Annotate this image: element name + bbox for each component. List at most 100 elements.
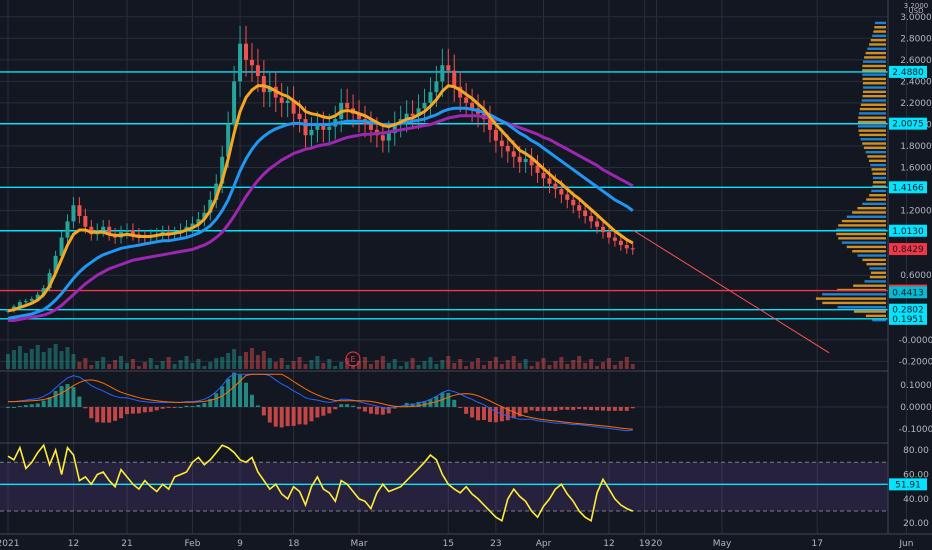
volume-profile-bar (862, 142, 886, 145)
macd-histogram-bar (559, 407, 564, 410)
macd-histogram-bar (297, 407, 302, 425)
candle-body (511, 151, 516, 157)
candle-body (232, 81, 237, 125)
volume-bar (428, 357, 433, 369)
time-tick-label: 20 (651, 539, 663, 549)
macd-histogram-bar (35, 403, 40, 407)
candle-body (6, 310, 10, 312)
volume-bar (571, 360, 576, 369)
volume-profile-bar (837, 306, 886, 309)
price-axis-top-label: 3.2000 (904, 2, 929, 10)
macd-histogram-bar (285, 407, 290, 427)
candle-body (238, 43, 243, 82)
volume-profile-bar (838, 237, 886, 240)
macd-histogram-bar (119, 407, 124, 419)
macd-signal-line (8, 373, 633, 430)
macd-histogram-bar (11, 407, 16, 408)
macd-histogram-bar (196, 404, 201, 407)
volume-bar (380, 356, 385, 369)
macd-histogram-bar (630, 407, 635, 409)
volume-bar (142, 362, 147, 369)
volume-profile-bar (853, 284, 886, 287)
time-tick-label: 21 (121, 539, 132, 549)
trend-line[interactable] (632, 229, 830, 354)
volume-profile-bar (860, 103, 886, 106)
macd-histogram-bar (571, 407, 576, 411)
candle-body (589, 216, 594, 222)
volume-profile-bar (857, 120, 886, 124)
price-level-tag-text: 0.1951 (892, 315, 924, 325)
candle-body (541, 172, 546, 179)
volume-bar (529, 366, 534, 369)
event-marker-circle[interactable] (345, 351, 361, 367)
volume-bar (589, 359, 594, 369)
price-tick-label: 2.4000 (900, 77, 932, 87)
volume-profile-bar (846, 215, 886, 218)
volume-bar (624, 357, 629, 369)
price-tick-label: 3.0000 (900, 13, 932, 23)
volume-profile-bar (863, 146, 886, 150)
candle-body (487, 119, 492, 130)
price-level-tag[interactable] (889, 65, 927, 78)
volume-bar (148, 358, 153, 369)
event-marker[interactable]: E (345, 351, 361, 367)
volume-profile-bar (864, 280, 886, 283)
macd-histogram-bar (612, 407, 617, 411)
macd-panel[interactable] (0, 372, 888, 432)
volume-profile-bar (860, 138, 886, 141)
volume-bar (404, 362, 409, 369)
volume-bar (452, 363, 457, 369)
volume-bar (190, 363, 195, 369)
time-tick-label: 19 (639, 539, 651, 549)
candle-body (446, 65, 451, 71)
price-panel[interactable]: E (0, 21, 888, 369)
volume-profile-bar (872, 176, 886, 180)
volume-bar (565, 364, 570, 369)
rsi-level-tag[interactable] (889, 478, 927, 491)
volume-profile-bar (841, 219, 886, 223)
macd-histogram-bar (107, 407, 112, 423)
volume-profile-bar (872, 181, 886, 184)
volume-bar (559, 357, 564, 369)
candle-body (202, 212, 207, 220)
price-axis[interactable]: 3.00002.80002.60002.40002.20002.00001.80… (889, 13, 932, 529)
volume-profile-bar (859, 107, 886, 111)
volume-profile-bar (815, 297, 886, 300)
horizontal-levels[interactable] (0, 71, 888, 320)
volume-bar (130, 359, 135, 369)
volume-bar (17, 346, 22, 369)
volume-bar (523, 359, 528, 369)
rsi-panel[interactable] (0, 443, 888, 523)
volume-bar (35, 345, 40, 369)
price-level-tag-text: 2.4880 (892, 68, 924, 78)
price-level-tag[interactable] (889, 117, 927, 130)
volume-bar (6, 354, 10, 369)
macd-histogram-bar (255, 405, 260, 407)
volume-bar (458, 359, 463, 369)
price-level-tag[interactable] (889, 224, 927, 237)
macd-tick-label: 0.0000 (900, 403, 932, 413)
price-extra-tag[interactable] (889, 243, 927, 256)
time-tick-label: 15 (443, 539, 454, 549)
volume-profile-bar (871, 168, 886, 171)
volume-bar (321, 363, 326, 369)
candle-body (434, 81, 439, 93)
volume-profile-bar (857, 254, 886, 257)
macd-histogram-bar (261, 407, 266, 416)
volume-bar (392, 359, 397, 369)
macd-histogram-bar (95, 407, 100, 423)
macd-histogram-bar (595, 407, 600, 411)
macd-histogram-bar (41, 400, 46, 407)
macd-histogram-bar (517, 407, 522, 417)
candle-body (571, 199, 576, 206)
price-extra-tag[interactable] (889, 286, 927, 299)
volume-profile-bar (846, 245, 886, 249)
price-level-tag[interactable] (889, 181, 927, 194)
price-level-tag[interactable] (889, 312, 927, 325)
price-level-tag[interactable] (889, 303, 927, 316)
macd-histogram-bar (89, 407, 94, 419)
candle-body (309, 129, 314, 136)
volume-profile-bar (874, 21, 886, 25)
